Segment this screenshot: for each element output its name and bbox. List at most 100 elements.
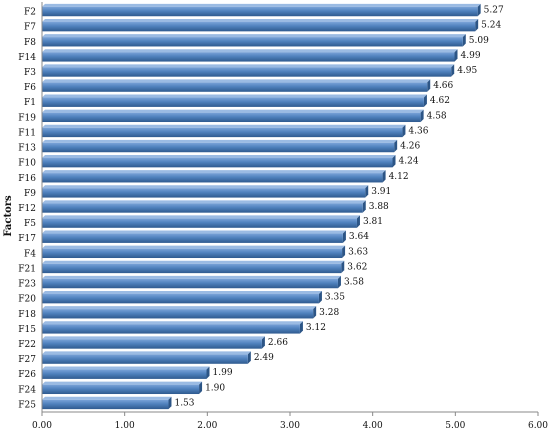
- bar-front-face: [42, 67, 452, 77]
- value-label: 5.27: [484, 6, 504, 16]
- bar-top-face: [42, 245, 346, 249]
- value-label: 4.66: [433, 81, 453, 91]
- value-label: 4.12: [389, 172, 409, 182]
- category-label: F21: [18, 264, 36, 274]
- category-label: F14: [18, 53, 36, 63]
- value-label: 4.62: [430, 96, 450, 106]
- bar-side-face: [341, 260, 345, 274]
- value-label: 3.91: [371, 187, 391, 197]
- category-labels: F2 F7 F8 F14 F3 F6 F1 F19 F11 F13 F10 F16 F9 F12 F5 F17…: [18, 8, 36, 411]
- bar-front-face: [42, 6, 478, 17]
- bar-side-face: [475, 18, 479, 32]
- bar-F17: [42, 230, 346, 243]
- bar-front-face: [42, 127, 403, 138]
- x-tick-label: 6.00: [528, 421, 548, 431]
- bar-top-face: [42, 366, 210, 370]
- bar-front-face: [42, 293, 319, 304]
- bar-top-face: [42, 230, 346, 234]
- bar-F26: [42, 366, 210, 379]
- category-label: F1: [24, 98, 36, 108]
- bar-side-face: [402, 124, 406, 138]
- bar-top-face: [42, 3, 481, 7]
- category-label: F8: [24, 38, 36, 48]
- axes: [41, 2, 539, 416]
- bar-side-face: [206, 366, 210, 379]
- bar-side-face: [394, 139, 398, 153]
- bar-top-face: [42, 34, 466, 38]
- category-label: F9: [24, 189, 36, 199]
- x-tick-label: 4.00: [363, 421, 383, 431]
- bar-front-face: [42, 157, 393, 168]
- bar-F12: [42, 200, 366, 213]
- value-label: 1.90: [205, 383, 225, 393]
- bar-F6: [42, 79, 431, 92]
- category-label: F18: [18, 310, 36, 320]
- category-label: F3: [24, 68, 36, 78]
- bar-front-face: [42, 399, 169, 410]
- bar-top-face: [42, 215, 360, 219]
- category-label: F20: [18, 295, 36, 305]
- bar-front-face: [42, 309, 314, 319]
- bar-F2: [42, 3, 481, 17]
- bar-F7: [42, 18, 479, 32]
- category-label: F15: [18, 325, 36, 335]
- value-label: 4.58: [427, 111, 447, 121]
- bar-F4: [42, 245, 346, 259]
- bar-F15: [42, 321, 303, 334]
- bar-F21: [42, 260, 345, 274]
- bar-side-face: [261, 336, 265, 349]
- bar-side-face: [477, 3, 481, 17]
- bar-top-face: [42, 170, 386, 174]
- bar-side-face: [362, 200, 366, 213]
- bar-side-face: [318, 290, 322, 304]
- category-label: F13: [18, 144, 36, 154]
- bar-front-face: [42, 173, 383, 183]
- category-label: F24: [18, 385, 36, 395]
- bar-F18: [42, 306, 317, 319]
- value-label: 5.09: [469, 36, 489, 46]
- category-label: F17: [18, 234, 36, 244]
- bars-group: [42, 3, 481, 410]
- category-label: F4: [24, 249, 36, 259]
- bar-front-face: [42, 218, 357, 228]
- bar-front-face: [42, 203, 363, 213]
- value-label: 2.66: [268, 338, 288, 348]
- bar-F5: [42, 215, 360, 228]
- bar-F11: [42, 124, 406, 138]
- bar-side-face: [427, 79, 431, 92]
- x-tick-label: 1.00: [115, 421, 135, 431]
- bar-top-face: [42, 336, 265, 340]
- bar-side-face: [382, 170, 386, 183]
- category-label: F16: [18, 174, 36, 184]
- bar-front-face: [42, 37, 463, 47]
- value-label: 3.63: [348, 247, 368, 257]
- bar-F23: [42, 275, 341, 289]
- bar-top-face: [42, 200, 366, 204]
- value-label: 3.35: [325, 293, 345, 303]
- bar-F10: [42, 154, 396, 168]
- value-label: 4.95: [457, 66, 477, 76]
- bar-F27: [42, 351, 251, 364]
- bar-top-face: [42, 18, 479, 22]
- bar-front-face: [42, 384, 200, 395]
- value-label: 4.36: [408, 126, 428, 136]
- category-label: F11: [18, 128, 36, 138]
- x-tick-label: 5.00: [445, 421, 465, 431]
- bar-side-face: [299, 321, 303, 334]
- category-label: F2: [24, 8, 36, 18]
- category-label: F27: [18, 355, 36, 365]
- value-labels: 5.27 5.24 5.09 4.99 4.95 4.66 4.62 4.58 4.36 4.26…: [174, 6, 503, 409]
- bar-front-face: [42, 263, 342, 274]
- bar-top-face: [42, 306, 317, 310]
- bar-side-face: [392, 154, 396, 168]
- bar-side-face: [451, 64, 455, 77]
- bar-top-face: [42, 94, 427, 98]
- category-label: F10: [18, 159, 36, 169]
- bar-F1: [42, 94, 427, 107]
- x-tick-label: 2.00: [197, 421, 217, 431]
- bar-F19: [42, 109, 424, 123]
- bar-top-face: [42, 260, 345, 264]
- bar-front-face: [42, 324, 300, 334]
- value-label: 4.24: [399, 157, 419, 167]
- bar-side-face: [168, 396, 172, 410]
